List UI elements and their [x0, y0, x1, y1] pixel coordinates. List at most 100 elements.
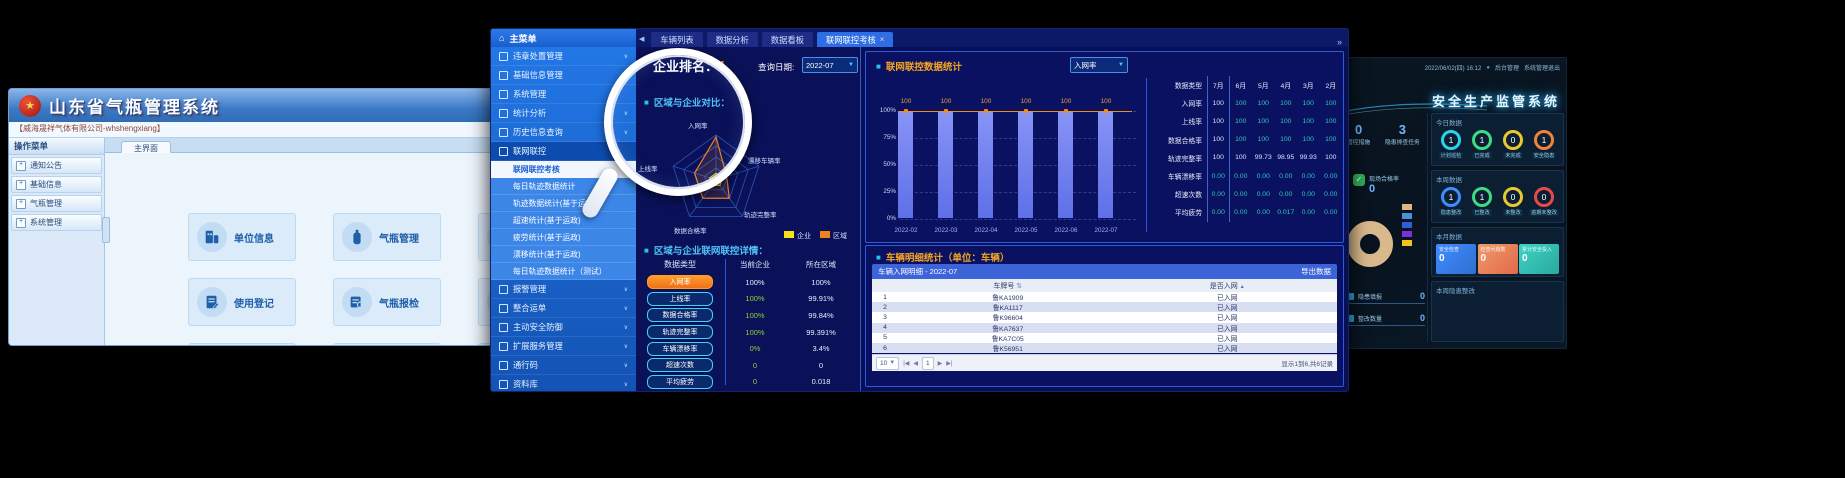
- metric-button-avg-fatigue[interactable]: 平均疲劳: [647, 374, 713, 389]
- chevron-down-icon: ∨: [623, 343, 628, 350]
- expand-icon[interactable]: +: [16, 198, 26, 209]
- table-row[interactable]: 6 鲁K56951 已入网: [872, 342, 1337, 354]
- last-page-button[interactable]: ▶|: [946, 360, 953, 367]
- sidebar-item-basic-info[interactable]: + 基础信息: [11, 176, 102, 193]
- metric-button-drift-rate[interactable]: 车辆漂移率: [647, 341, 713, 356]
- submenu-item-daily-track-test[interactable]: 每日轨迹数据统计（测试）: [491, 263, 636, 280]
- bar-2022-04: [978, 112, 993, 218]
- sort-asc-icon[interactable]: ▲: [1239, 283, 1245, 290]
- sidebar-item-violation[interactable]: 违章处置管理 ∨: [491, 47, 636, 66]
- tab-data-board[interactable]: 数据看板: [761, 32, 813, 47]
- metric-button-network-rate[interactable]: 入网率: [647, 275, 713, 290]
- section-title: 本周数据: [1436, 177, 1462, 184]
- query-date-select[interactable]: 2022-07 ▼: [802, 57, 858, 73]
- sidebar-item-label: 通知公告: [30, 161, 62, 170]
- submenu-item-speeding-stats[interactable]: 超速统计(基于运政): [491, 212, 636, 229]
- table-row[interactable]: 1 鲁KA1909 已入网: [872, 292, 1337, 303]
- submenu-item-track-stats[interactable]: 轨迹数据统计(基于运政): [491, 195, 636, 212]
- stat-measures: 0 管控措施: [1347, 122, 1370, 146]
- current-page-box[interactable]: 1: [922, 356, 934, 370]
- stat-card[interactable]: 安全检查 0: [1436, 244, 1476, 274]
- legend-swatch: [1402, 222, 1412, 228]
- detail-table: 入网率 100% 100% 上线率 100% 99.91% 数据合格率 100% 99.84…: [636, 274, 861, 390]
- tab-network-assessment[interactable]: 联网联控考核 ×: [817, 32, 894, 47]
- card-info-warning[interactable]: 信息预警: [333, 343, 441, 345]
- radar-axis-label: 轨迹完整率: [744, 212, 777, 219]
- metric-button-online-rate[interactable]: 上线率: [647, 291, 713, 306]
- card-cylinder-filling[interactable]: 气瓶充装: [188, 343, 296, 345]
- close-tab-icon[interactable]: ×: [879, 35, 885, 44]
- sidebar-item-active-safety[interactable]: 主动安全防御 ∨: [491, 318, 636, 337]
- arrows-icon: [499, 341, 508, 351]
- status-column-header[interactable]: 是否入网 ▲: [1209, 282, 1245, 290]
- sidebar-item-notices[interactable]: + 通知公告: [11, 157, 102, 174]
- metric-button-track-complete-rate[interactable]: 轨迹完整率: [647, 325, 713, 340]
- export-data-button[interactable]: 导出数据: [1301, 267, 1331, 276]
- submenu-item-assessment[interactable]: 联网联控考核: [491, 161, 636, 178]
- prev-page-button[interactable]: ◀: [913, 360, 918, 367]
- expand-icon[interactable]: +: [16, 160, 26, 171]
- sort-icon[interactable]: ⇅: [1016, 282, 1023, 290]
- bar-2022-07: [1098, 112, 1113, 218]
- ring-label: 已整改: [1472, 209, 1492, 216]
- tab-data-analysis[interactable]: 数据分析: [706, 32, 758, 47]
- submenu-item-fatigue-stats[interactable]: 疲劳统计(基于运政): [491, 229, 636, 246]
- legend-swatch: [820, 231, 830, 238]
- stat-card[interactable]: 检查问题数 0: [1477, 244, 1518, 274]
- user-label[interactable]: 后台管理: [1494, 66, 1519, 72]
- tab-main-screen[interactable]: 主界面: [121, 141, 171, 153]
- expand-icon[interactable]: +: [16, 179, 26, 190]
- ring-gauge: 0: [1534, 187, 1554, 207]
- submenu-item-drift-stats[interactable]: 漂移统计(基于运政): [491, 246, 636, 263]
- plate-column-header[interactable]: 车牌号 ⇅: [993, 282, 1023, 290]
- card-label: 气瓶报检: [379, 298, 419, 310]
- next-page-button[interactable]: ▶: [937, 360, 943, 367]
- table-row[interactable]: 2 鲁KA1117 已入网: [872, 302, 1337, 313]
- tab-vehicle-list[interactable]: 车辆列表: [651, 32, 703, 47]
- cylinder-icon: [342, 222, 372, 252]
- metric-button-data-pass-rate[interactable]: 数据合格率: [647, 308, 713, 323]
- y-tick: 50%: [883, 161, 896, 168]
- network-control-dashboard-window: ⌂ 主菜单 ◀ 车辆列表 数据分析 数据看板 联网联控考核 × » 违章处置管理 ∨…: [490, 28, 1349, 392]
- sidebar-item-system-mgmt[interactable]: 系统管理: [491, 85, 636, 104]
- x-label: 2022-02: [894, 227, 918, 234]
- sidebar-item-alarm-mgmt[interactable]: 报警管理 ∨: [491, 280, 636, 299]
- chevron-down-icon: ∨: [623, 110, 628, 117]
- sidebar-item-basic-info[interactable]: 基础信息管理 ∨: [491, 66, 636, 85]
- sidebar-item-statistics[interactable]: 统计分析 ∨: [491, 104, 636, 123]
- sidebar-collapse-handle[interactable]: [102, 217, 110, 243]
- expand-icon[interactable]: +: [16, 217, 26, 228]
- table-row[interactable]: 5 鲁KA7C05 已入网: [872, 332, 1337, 343]
- sidebar-item-waybill[interactable]: 整合运单 ∨: [491, 299, 636, 318]
- radar-section-title: ■ 区域与企业对比：: [644, 97, 730, 110]
- submenu-item-daily-track[interactable]: 每日轨迹数据统计: [491, 178, 636, 195]
- sidebar-item-history-query[interactable]: 历史信息查询 ∨: [491, 123, 636, 142]
- stat-card[interactable]: 累计安全投入 0: [1519, 244, 1559, 274]
- sidebar-item-pass-code[interactable]: 通行码 ∨: [491, 356, 636, 375]
- sidebar-item-repository[interactable]: 资料库 ∨: [491, 375, 636, 391]
- tab-overflow-icon[interactable]: »: [1336, 37, 1342, 47]
- y-tick: 100%: [879, 107, 896, 114]
- table-row[interactable]: 4 鲁KA7637 已入网: [872, 322, 1337, 333]
- ring-gauge: 0: [1503, 130, 1523, 150]
- bar-2022-06: [1058, 112, 1073, 218]
- sidebar-item-cylinder-mgmt[interactable]: + 气瓶管理: [11, 195, 102, 212]
- radar-chart: 入网率 漂移车辆率 轨迹完整率 数据合格率 上线率: [636, 123, 861, 237]
- card-usage-register[interactable]: 使用登记: [188, 278, 296, 326]
- sidebar-item-label: 系统管理: [30, 218, 62, 227]
- sidebar-item-extended-services[interactable]: 扩展服务管理 ∨: [491, 337, 636, 356]
- sidebar-item-network-control[interactable]: 联网联控: [491, 142, 636, 161]
- card-unit-info[interactable]: 单位信息: [188, 213, 296, 261]
- metric-select[interactable]: 入网率 ▼: [1070, 57, 1128, 73]
- table-row[interactable]: 3 鲁K96604 已入网: [872, 312, 1337, 323]
- metric-button-speeding-count[interactable]: 超速次数: [647, 358, 713, 373]
- collapse-sidebar-icon[interactable]: ◀: [639, 36, 645, 43]
- bar-chart: 100% 75% 50% 25% 0%: [870, 76, 1142, 236]
- card-cylinder-inspection[interactable]: 气瓶报检: [333, 278, 441, 326]
- first-page-button[interactable]: |◀: [903, 360, 910, 367]
- page-size-select[interactable]: 10 ▼: [876, 356, 900, 370]
- menu-title-label: 主菜单: [509, 33, 537, 44]
- card-cylinder-mgmt[interactable]: 气瓶管理: [333, 213, 441, 261]
- logout-link[interactable]: 系统管理退出: [1523, 66, 1560, 72]
- sidebar-item-system-mgmt[interactable]: + 系统管理: [11, 214, 102, 231]
